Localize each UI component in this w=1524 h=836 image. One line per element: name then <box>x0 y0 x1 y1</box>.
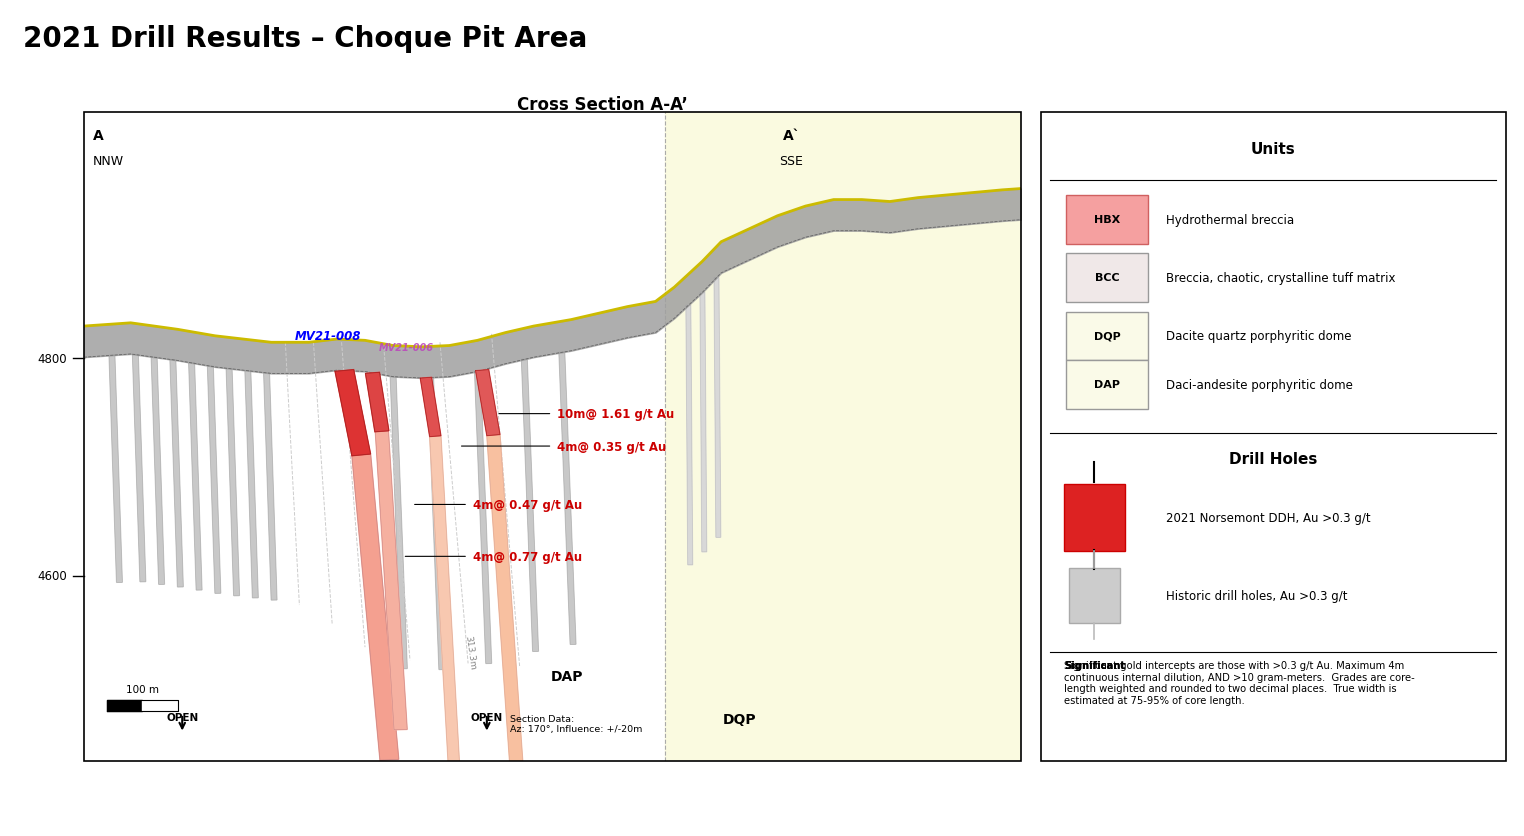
Text: OPEN: OPEN <box>471 712 503 722</box>
Text: HBX: HBX <box>1094 215 1120 225</box>
Polygon shape <box>521 359 538 651</box>
Polygon shape <box>474 372 492 664</box>
Polygon shape <box>352 455 399 760</box>
Polygon shape <box>84 113 664 761</box>
Text: A`: A` <box>783 129 800 143</box>
Text: Hydrothermal breccia: Hydrothermal breccia <box>1166 213 1294 227</box>
Polygon shape <box>475 370 500 436</box>
Text: 4800: 4800 <box>37 353 67 365</box>
Text: BCC: BCC <box>1096 273 1120 283</box>
Polygon shape <box>686 306 692 565</box>
Polygon shape <box>335 370 370 456</box>
Polygon shape <box>151 358 165 584</box>
Text: DAP: DAP <box>1094 380 1120 390</box>
Polygon shape <box>189 364 201 590</box>
Text: Significant gold intercepts are those with >0.3 g/t Au. Maximum 4m
continuous in: Significant gold intercepts are those wi… <box>1064 660 1414 705</box>
Text: DQP: DQP <box>1094 331 1120 341</box>
FancyBboxPatch shape <box>1068 568 1120 623</box>
Text: 2021 Norsemont DDH, Au >0.3 g/t: 2021 Norsemont DDH, Au >0.3 g/t <box>1166 512 1372 524</box>
Text: DAP: DAP <box>550 670 582 684</box>
Polygon shape <box>110 356 122 583</box>
Text: SSE: SSE <box>779 155 803 168</box>
FancyBboxPatch shape <box>1067 361 1148 410</box>
FancyBboxPatch shape <box>1067 196 1148 244</box>
Polygon shape <box>264 374 277 600</box>
Polygon shape <box>421 378 440 437</box>
Text: Historic drill holes, Au >0.3 g/t: Historic drill holes, Au >0.3 g/t <box>1166 589 1347 602</box>
Text: NNW: NNW <box>93 155 125 168</box>
Text: Breccia, chaotic, crystalline tuff matrix: Breccia, chaotic, crystalline tuff matri… <box>1166 272 1396 284</box>
Polygon shape <box>715 278 721 538</box>
Text: 4600: 4600 <box>37 569 67 583</box>
Polygon shape <box>375 431 407 730</box>
Polygon shape <box>486 436 526 812</box>
Text: 2021 Drill Results – Choque Pit Area: 2021 Drill Results – Choque Pit Area <box>23 25 587 53</box>
Text: MV21-006: MV21-006 <box>379 343 434 353</box>
FancyBboxPatch shape <box>1067 313 1148 361</box>
Text: Section Data:
Az: 170°, Influence: +/-20m: Section Data: Az: 170°, Influence: +/-20… <box>511 714 643 733</box>
Polygon shape <box>428 378 445 670</box>
Polygon shape <box>430 436 460 767</box>
Polygon shape <box>207 367 221 594</box>
Polygon shape <box>245 371 258 598</box>
Text: Drill Holes: Drill Holes <box>1230 451 1317 466</box>
Text: Daci-andesite porphyritic dome: Daci-andesite porphyritic dome <box>1166 379 1353 391</box>
Text: DQP: DQP <box>722 711 757 726</box>
Text: Significant: Significant <box>1064 660 1125 670</box>
Text: 313.3m: 313.3m <box>463 635 477 670</box>
Text: 4m@ 0.47 g/t Au: 4m@ 0.47 g/t Au <box>472 498 582 512</box>
Text: Significant: Significant <box>1064 660 1125 670</box>
Polygon shape <box>171 360 183 587</box>
Text: 4m@ 0.77 g/t Au: 4m@ 0.77 g/t Au <box>472 550 582 563</box>
Polygon shape <box>390 377 407 669</box>
FancyBboxPatch shape <box>1067 254 1148 303</box>
Text: 100 m: 100 m <box>126 684 158 694</box>
Text: Dacite quartz porphyritic dome: Dacite quartz porphyritic dome <box>1166 330 1352 343</box>
Polygon shape <box>366 373 389 432</box>
Text: Units: Units <box>1251 142 1295 157</box>
Text: Significant gold intercepts are those with >0.3 g/t Au. Maximum 4m
continuous in: Significant gold intercepts are those wi… <box>1064 660 1414 705</box>
Text: OPEN: OPEN <box>166 712 198 722</box>
Text: Cross Section A-A’: Cross Section A-A’ <box>517 96 687 115</box>
Text: A: A <box>93 129 104 143</box>
Text: 4m@ 0.35 g/t Au: 4m@ 0.35 g/t Au <box>558 440 666 453</box>
Polygon shape <box>664 113 1021 761</box>
Polygon shape <box>133 355 146 582</box>
Text: 10m@ 1.61 g/t Au: 10m@ 1.61 g/t Au <box>558 408 675 421</box>
Polygon shape <box>700 293 707 552</box>
Polygon shape <box>226 369 239 596</box>
FancyBboxPatch shape <box>1064 484 1125 552</box>
Text: MV21-008: MV21-008 <box>294 330 361 343</box>
Polygon shape <box>559 353 576 645</box>
